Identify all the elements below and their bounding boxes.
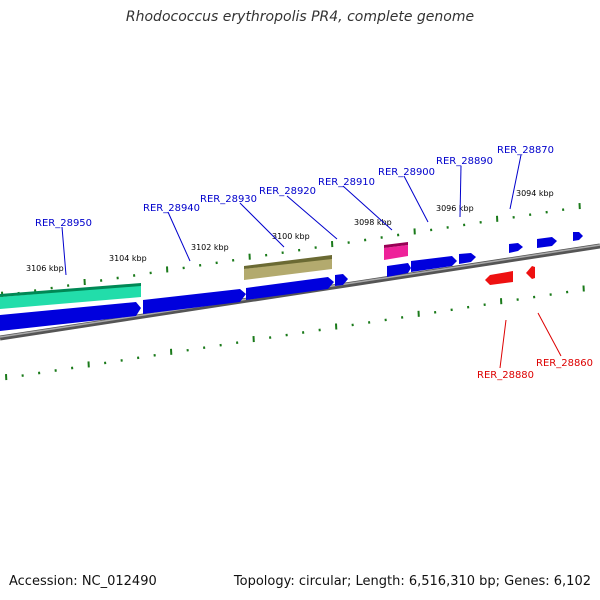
gene-label-rer-28900[interactable]: RER_28900: [378, 167, 435, 178]
accession-text: Accession: NC_012490: [9, 574, 157, 589]
gene-rer-28860[interactable]: [526, 266, 535, 279]
gene-rer-28880[interactable]: [485, 271, 513, 285]
gene-label-rer-28950[interactable]: RER_28950: [35, 218, 92, 229]
gene-label-rer-28870[interactable]: RER_28870: [497, 145, 554, 156]
gene-rer-28870[interactable]: [509, 243, 523, 253]
gene-rer-28940[interactable]: [143, 289, 246, 314]
gene-label-rer-28860[interactable]: RER_28860: [536, 358, 593, 369]
tick-label-3106: 3106 kbp: [26, 264, 64, 273]
tick-label-3096: 3096 kbp: [436, 204, 474, 213]
gene-blue-small-1[interactable]: [537, 237, 557, 248]
gene-label-rer-28930[interactable]: RER_28930: [200, 194, 257, 205]
pink-feature-shade: [384, 242, 408, 248]
gene-blue-small-2[interactable]: [573, 232, 583, 241]
gene-rer-28930[interactable]: [246, 277, 334, 300]
pink-feature: [384, 245, 408, 260]
tick-label-3100: 3100 kbp: [272, 232, 310, 241]
feature-track: [0, 232, 583, 331]
gene-rer-28950[interactable]: [0, 302, 141, 331]
forward-leader-lines: [61, 154, 522, 276]
olive-feature-shade: [244, 255, 332, 269]
gene-rer-28900[interactable]: [411, 256, 457, 272]
teal-feature-shade: [0, 283, 141, 297]
gene-label-rer-28920[interactable]: RER_28920: [259, 186, 316, 197]
inner-tick-track: [5, 285, 585, 381]
genome-stats-text: Topology: circular; Length: 6,516,310 bp…: [233, 574, 591, 589]
tick-label-3098: 3098 kbp: [354, 218, 392, 227]
tick-label-3104: 3104 kbp: [109, 254, 147, 263]
gene-rer-28890[interactable]: [459, 253, 476, 264]
tick-label-3094: 3094 kbp: [516, 189, 554, 198]
gene-rer-28910[interactable]: [387, 263, 411, 277]
gene-label-rer-28880[interactable]: RER_28880: [477, 370, 534, 381]
gene-label-rer-28910[interactable]: RER_28910: [318, 177, 375, 188]
gene-label-rer-28890[interactable]: RER_28890: [436, 156, 493, 167]
teal-feature: [0, 285, 141, 309]
map-title: Rhodococcus erythropolis PR4, complete g…: [125, 9, 475, 25]
reverse-leader-lines: [499, 312, 562, 369]
tick-label-3102: 3102 kbp: [191, 243, 229, 252]
gene-rer-28920[interactable]: [335, 274, 348, 286]
olive-feature: [244, 258, 332, 280]
gene-label-rer-28940[interactable]: RER_28940: [143, 203, 200, 214]
